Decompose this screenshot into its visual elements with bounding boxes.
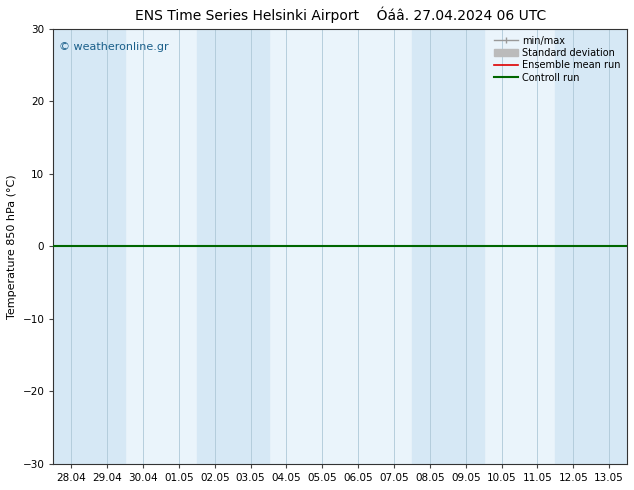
Bar bbox=[448, 29, 484, 464]
Bar bbox=[591, 29, 627, 464]
Bar bbox=[555, 29, 591, 464]
Legend: min/max, Standard deviation, Ensemble mean run, Controll run: min/max, Standard deviation, Ensemble me… bbox=[491, 34, 622, 85]
Title: ENS Time Series Helsinki Airport    Óáâ. 27.04.2024 06 UTC: ENS Time Series Helsinki Airport Óáâ. 27… bbox=[134, 7, 546, 24]
Bar bbox=[412, 29, 448, 464]
Bar bbox=[233, 29, 269, 464]
Bar bbox=[53, 29, 89, 464]
Bar bbox=[89, 29, 125, 464]
Bar bbox=[197, 29, 233, 464]
Y-axis label: Temperature 850 hPa (°C): Temperature 850 hPa (°C) bbox=[7, 174, 17, 318]
Text: © weatheronline.gr: © weatheronline.gr bbox=[59, 42, 169, 52]
